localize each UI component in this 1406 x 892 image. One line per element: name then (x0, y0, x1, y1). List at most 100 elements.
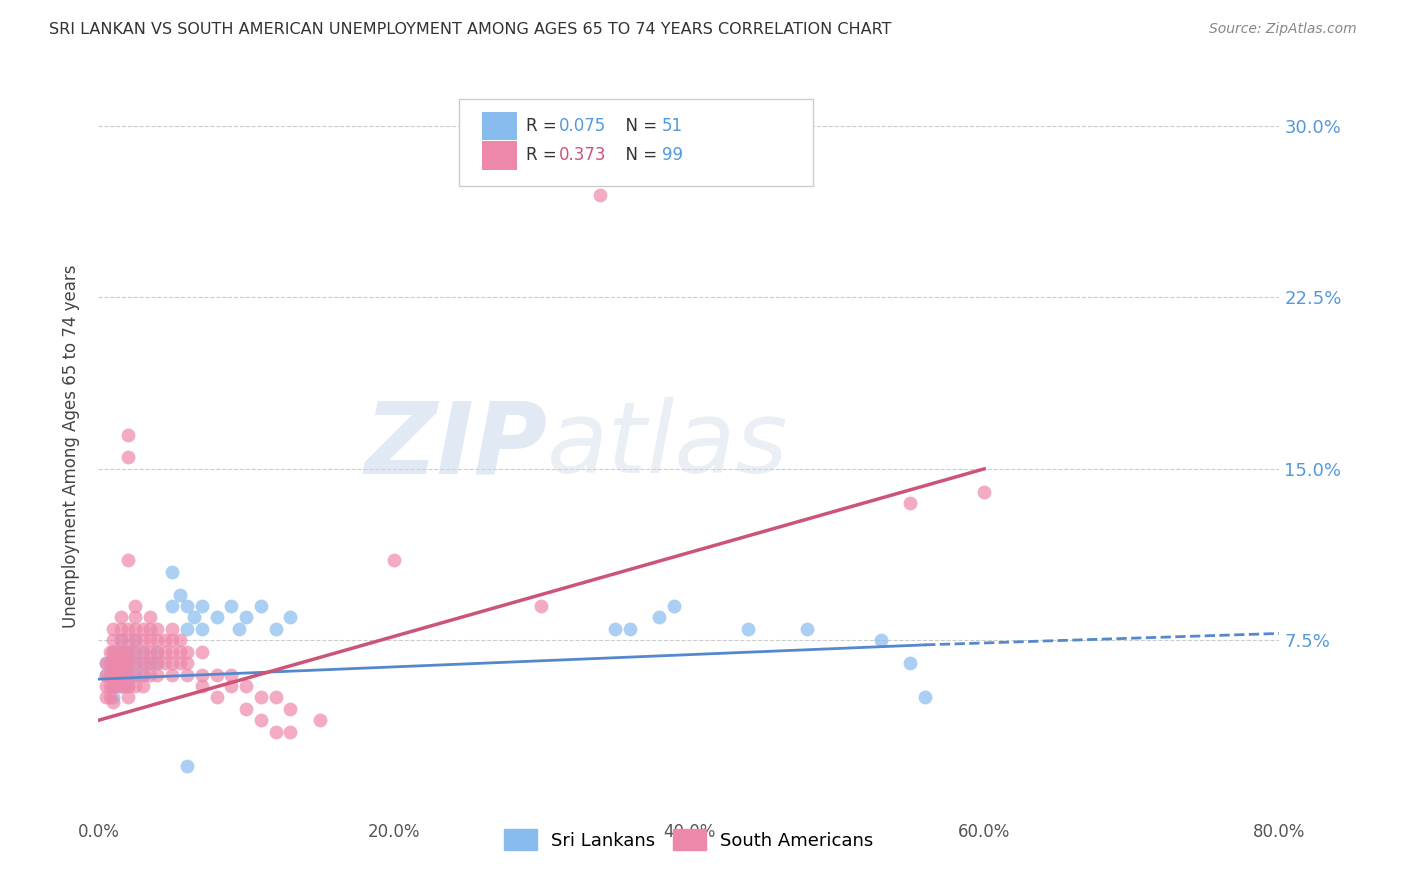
Point (153, 656, 176, 670)
Point (103, 679, 125, 693)
Point (176, 667, 198, 681)
Point (117, 645, 139, 659)
Point (139, 610, 162, 624)
Point (191, 599, 214, 613)
Point (103, 695, 125, 709)
Point (132, 622, 155, 636)
Point (235, 702, 257, 716)
Point (110, 656, 132, 670)
Point (124, 610, 146, 624)
Point (117, 667, 139, 681)
Point (105, 645, 128, 659)
Point (205, 610, 228, 624)
Point (139, 656, 162, 670)
Point (191, 667, 214, 681)
Point (146, 667, 169, 681)
Point (191, 679, 214, 693)
Point (176, 599, 198, 613)
Point (110, 633, 132, 648)
Point (146, 645, 169, 659)
Point (221, 679, 243, 693)
Point (870, 633, 893, 648)
Text: R =: R = (526, 117, 562, 135)
Point (221, 599, 243, 613)
Point (94, 667, 117, 681)
Point (103, 667, 125, 681)
Point (117, 679, 139, 693)
Text: R =: R = (526, 146, 562, 164)
Point (94, 656, 117, 670)
Point (94, 667, 117, 681)
Point (280, 610, 302, 624)
Text: 99: 99 (662, 146, 683, 164)
FancyBboxPatch shape (482, 141, 516, 169)
Point (900, 496, 922, 510)
Point (103, 656, 125, 670)
Point (94, 656, 117, 670)
Point (205, 667, 228, 681)
Point (132, 679, 155, 693)
Point (589, 187, 612, 202)
Point (110, 645, 132, 659)
Point (110, 667, 132, 681)
Point (103, 622, 125, 636)
Point (382, 553, 405, 567)
Point (132, 645, 155, 659)
Text: N =: N = (614, 117, 662, 135)
Point (250, 714, 273, 728)
Point (132, 645, 155, 659)
Point (619, 622, 641, 636)
Point (110, 656, 132, 670)
Point (139, 667, 162, 681)
Text: Source: ZipAtlas.com: Source: ZipAtlas.com (1209, 22, 1357, 37)
Point (110, 667, 132, 681)
Point (309, 714, 332, 728)
Point (105, 679, 128, 693)
Point (124, 656, 146, 670)
Point (162, 565, 183, 579)
Point (98, 667, 121, 681)
Point (139, 622, 162, 636)
Text: 0.075: 0.075 (560, 117, 606, 135)
Point (110, 622, 132, 636)
Point (900, 656, 922, 670)
Point (162, 633, 183, 648)
Text: atlas: atlas (547, 398, 789, 494)
Point (124, 679, 146, 693)
Point (117, 645, 139, 659)
Point (176, 645, 198, 659)
Point (146, 622, 169, 636)
Point (737, 622, 759, 636)
Point (98, 645, 121, 659)
Point (117, 667, 139, 681)
Point (139, 656, 162, 670)
Point (124, 633, 146, 648)
Point (169, 633, 191, 648)
Y-axis label: Unemployment Among Ages 65 to 74 years: Unemployment Among Ages 65 to 74 years (62, 264, 80, 628)
Point (114, 645, 136, 659)
Point (228, 622, 250, 636)
Point (110, 610, 132, 624)
FancyBboxPatch shape (482, 112, 516, 140)
Point (235, 610, 257, 624)
Point (98, 690, 121, 705)
Point (117, 656, 139, 670)
Point (169, 656, 191, 670)
Point (132, 633, 155, 648)
Point (103, 656, 125, 670)
Point (176, 622, 198, 636)
Point (169, 588, 191, 602)
Text: 0.373: 0.373 (560, 146, 606, 164)
Text: N =: N = (614, 146, 662, 164)
Point (235, 679, 257, 693)
Point (146, 645, 169, 659)
Point (117, 690, 139, 705)
Text: SRI LANKAN VS SOUTH AMERICAN UNEMPLOYMENT AMONG AGES 65 TO 74 YEARS CORRELATION : SRI LANKAN VS SOUTH AMERICAN UNEMPLOYMEN… (49, 22, 891, 37)
Point (117, 427, 139, 442)
Point (914, 690, 936, 705)
Point (114, 656, 136, 670)
Point (132, 667, 155, 681)
Point (124, 656, 146, 670)
Point (176, 759, 198, 773)
Point (648, 610, 671, 624)
